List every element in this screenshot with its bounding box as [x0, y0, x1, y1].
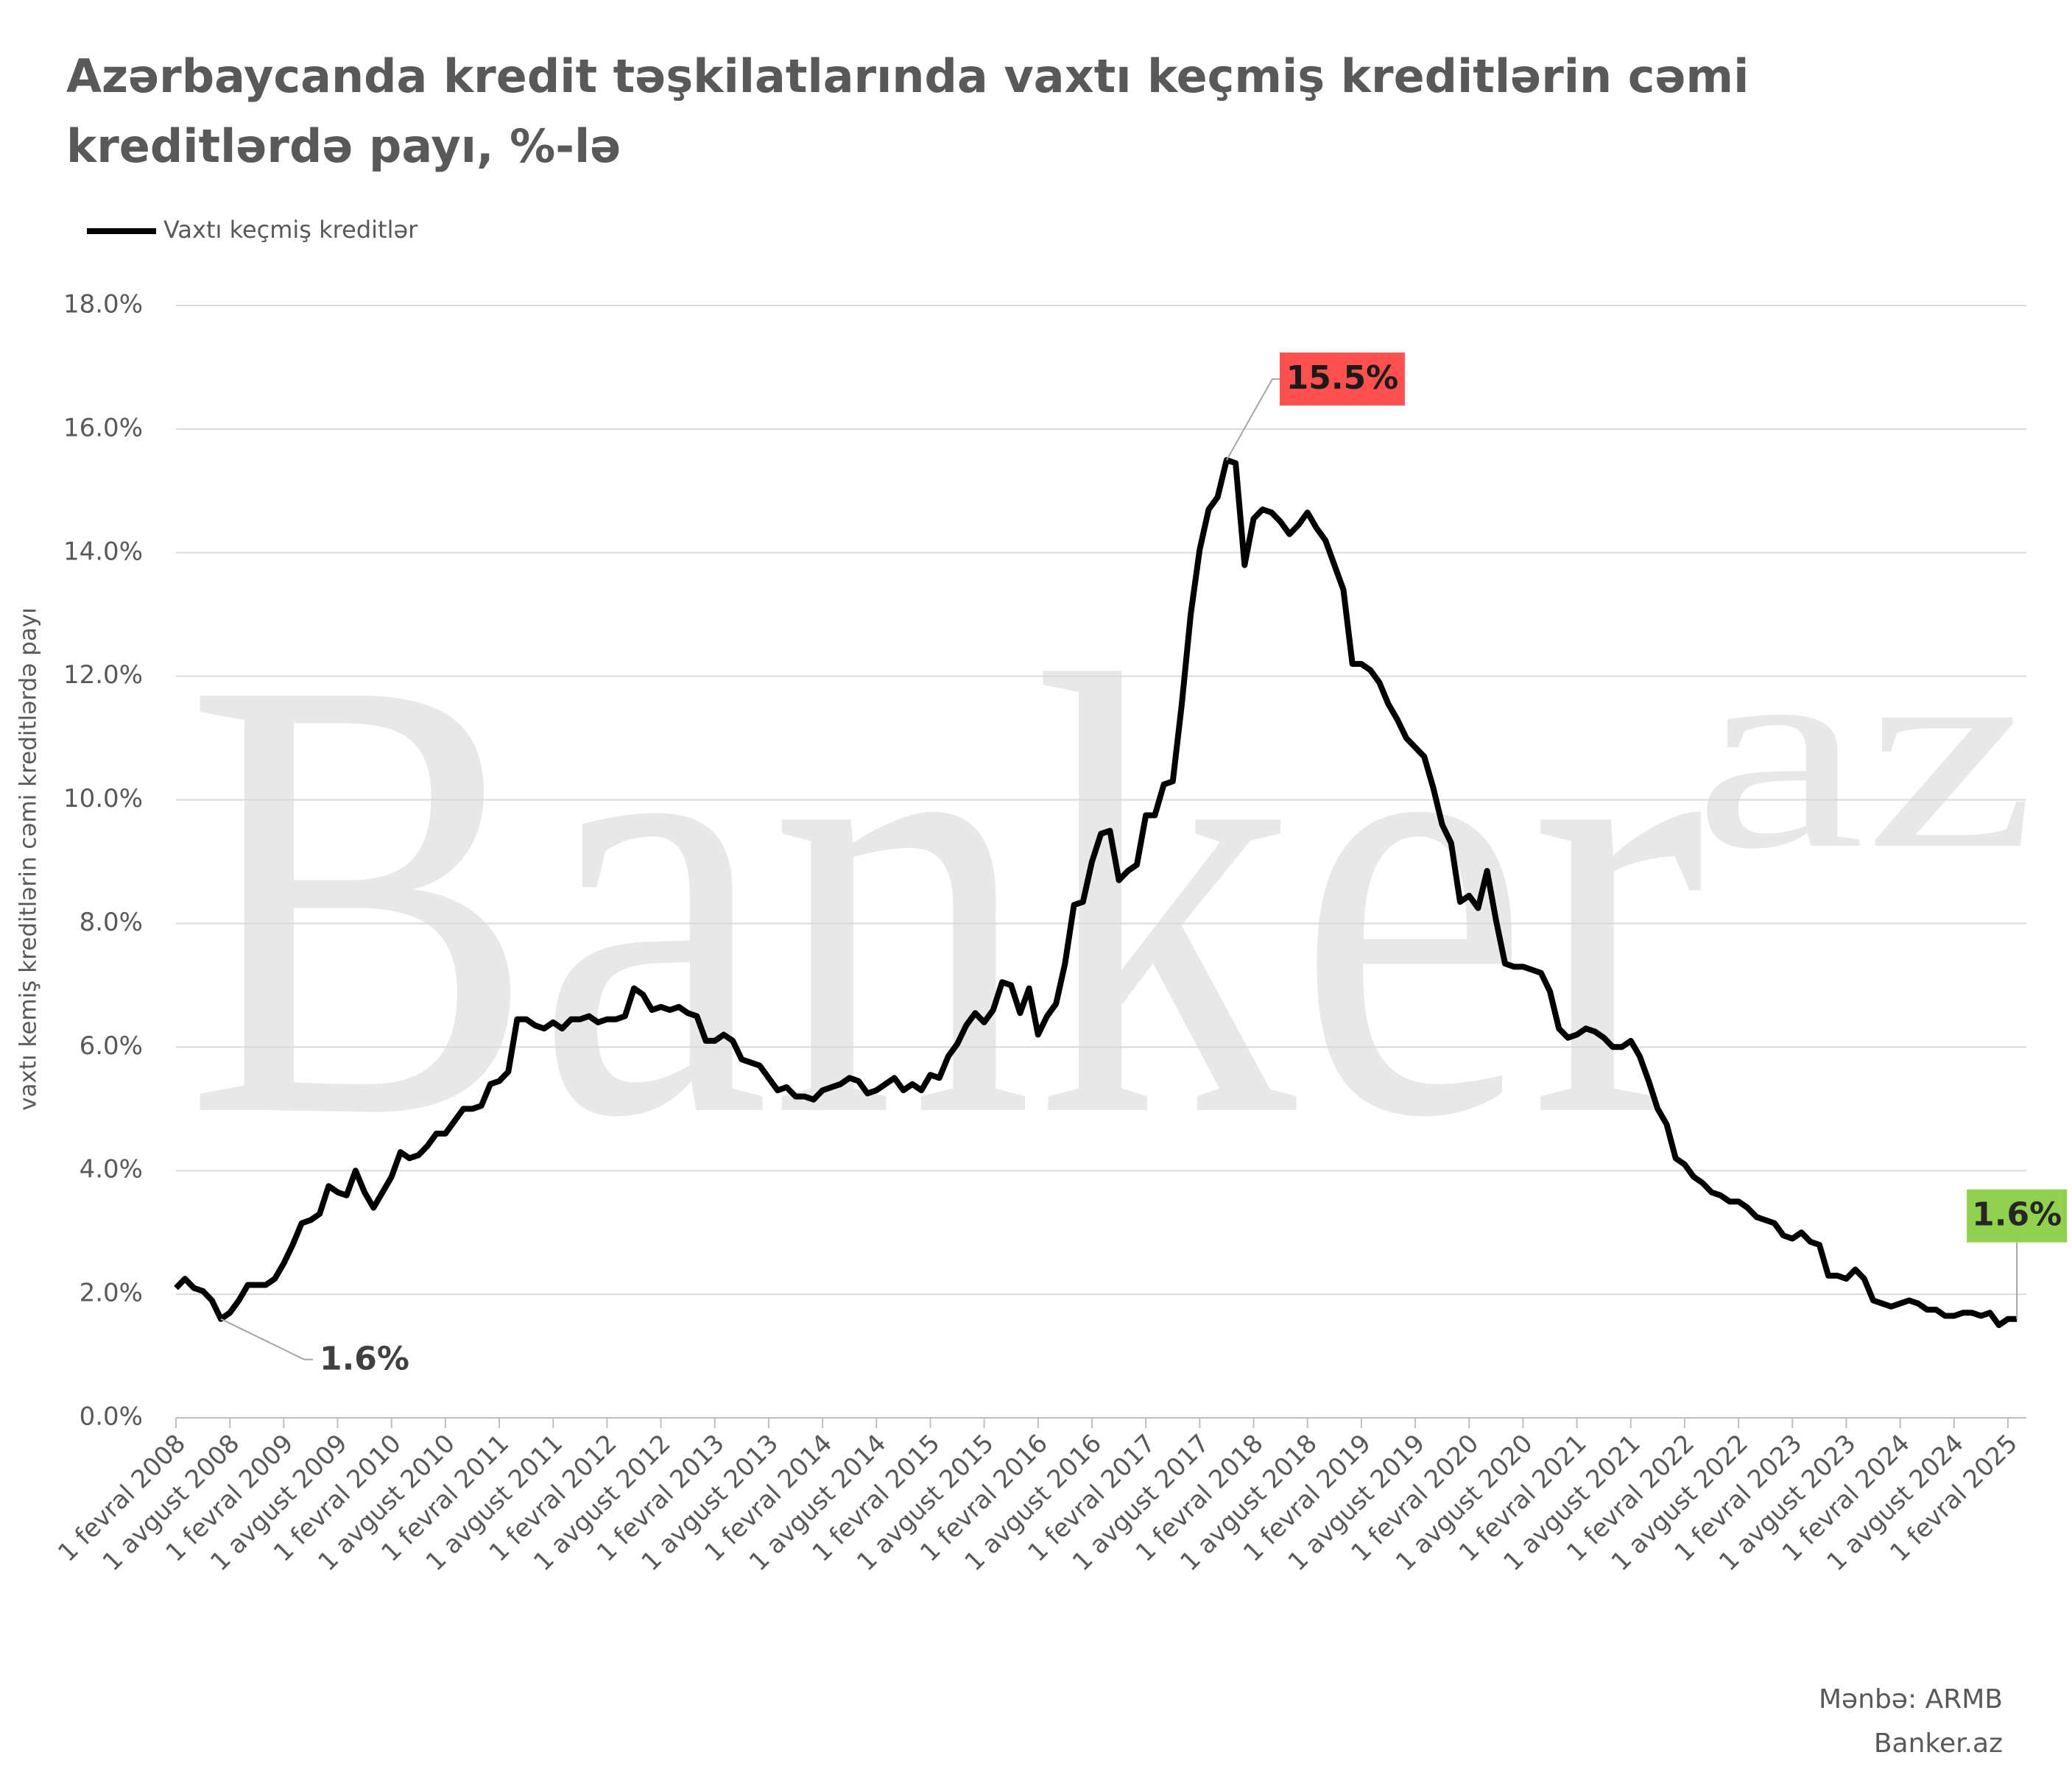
y-tick-label: 2.0%: [80, 1279, 143, 1308]
label-box: [1967, 1189, 2068, 1243]
y-tick-label: 16.0%: [63, 413, 143, 442]
y-tick-label: 14.0%: [63, 537, 143, 566]
data-label: 1.6%: [1972, 1196, 2062, 1234]
watermark: Banker: [185, 547, 1705, 1248]
watermark-superscript: az: [1694, 597, 2036, 907]
y-tick-label: 12.0%: [63, 660, 143, 690]
data-label: 1.6%: [320, 1341, 409, 1378]
y-tick-label: 10.0%: [63, 784, 143, 813]
leader-line: [1226, 378, 1280, 461]
series-line: [174, 456, 2018, 1329]
label-box: [1279, 352, 1405, 406]
leader-line: [220, 1318, 313, 1360]
y-tick-label: 6.0%: [80, 1031, 143, 1061]
data-label: 15.5%: [1286, 359, 1399, 397]
y-tick-label: 18.0%: [63, 290, 143, 319]
chart-title: kreditlərdə payı, %-lə: [66, 119, 621, 173]
chart-title: Azərbaycanda kredit təşkilatlarında vaxt…: [66, 49, 1749, 103]
y-tick-label: 4.0%: [80, 1155, 143, 1184]
y-tick-label: 0.0%: [80, 1402, 143, 1432]
site: Banker.az: [1874, 1728, 2003, 1759]
source: Mənbə: ARMB: [1819, 1684, 2003, 1714]
y-tick-label: 8.0%: [80, 908, 143, 937]
legend-label: Vaxtı keçmiş kreditlər: [163, 216, 418, 244]
y-axis-label: vaxtı kemiş kreditlərin cəmi kreditlərdə…: [15, 607, 42, 1111]
